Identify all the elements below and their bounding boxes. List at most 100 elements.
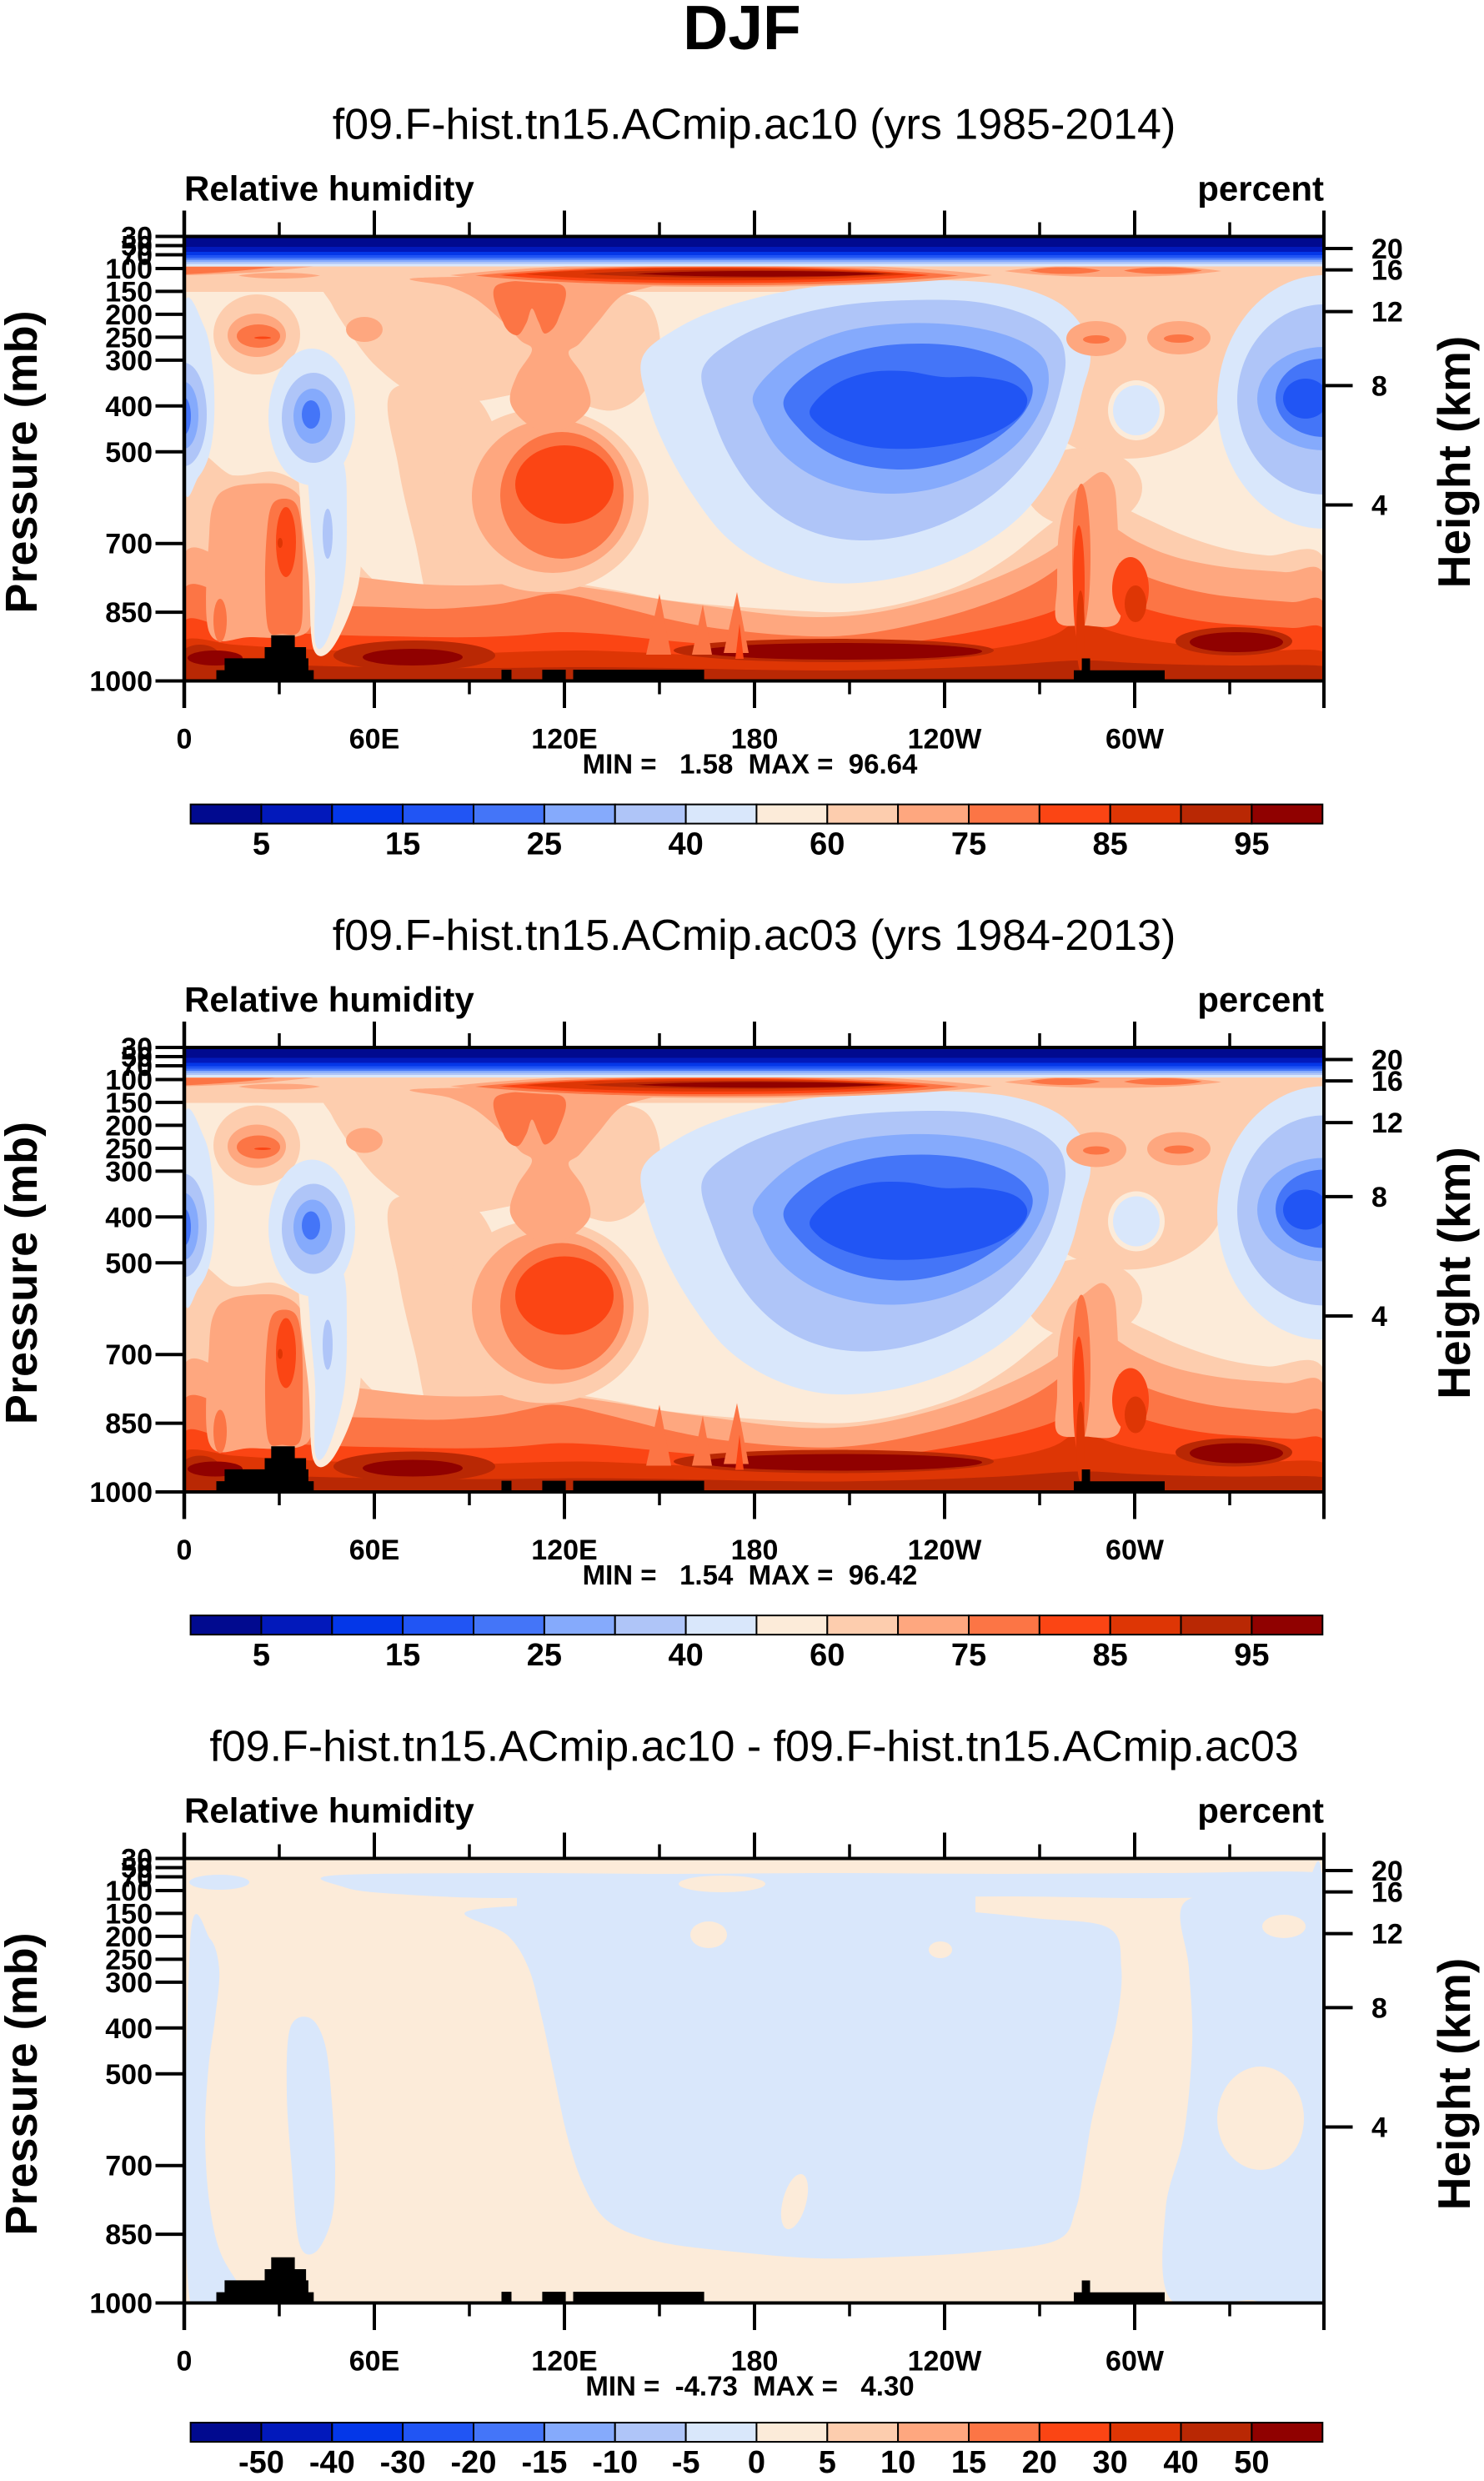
svg-text:40: 40 — [668, 827, 703, 862]
svg-text:-10: -10 — [592, 2445, 638, 2480]
svg-text:16: 16 — [1371, 1877, 1403, 1909]
svg-text:300: 300 — [105, 1156, 153, 1188]
svg-text:120W: 120W — [908, 1534, 983, 1566]
svg-text:16: 16 — [1371, 1066, 1403, 1097]
svg-text:60: 60 — [810, 827, 845, 862]
svg-text:30: 30 — [121, 1032, 153, 1064]
svg-text:180: 180 — [731, 2346, 779, 2378]
svg-text:200: 200 — [105, 1921, 153, 1953]
svg-text:0: 0 — [748, 2445, 765, 2480]
svg-text:25: 25 — [527, 827, 562, 862]
svg-text:-30: -30 — [380, 2445, 426, 2480]
svg-text:Pressure (mb): Pressure (mb) — [0, 1122, 47, 1424]
svg-text:60W: 60W — [1105, 1534, 1165, 1566]
svg-text:250: 250 — [105, 1944, 153, 1976]
svg-text:-15: -15 — [521, 2445, 567, 2480]
svg-text:f09.F-hist.tn15.ACmip.ac10 - f: f09.F-hist.tn15.ACmip.ac10 - f09.F-hist.… — [209, 1723, 1298, 1771]
svg-text:400: 400 — [105, 1202, 153, 1233]
svg-text:f09.F-hist.tn15.ACmip.ac10 (yr: f09.F-hist.tn15.ACmip.ac10 (yrs 1985-201… — [333, 101, 1176, 149]
svg-text:120E: 120E — [531, 1534, 597, 1566]
svg-text:50: 50 — [121, 1042, 153, 1073]
svg-text:40: 40 — [1163, 2445, 1198, 2480]
svg-text:25: 25 — [527, 1638, 562, 1673]
svg-text:5: 5 — [253, 827, 270, 862]
svg-text:15: 15 — [385, 1638, 420, 1673]
svg-text:15: 15 — [385, 827, 420, 862]
svg-text:0: 0 — [177, 724, 193, 756]
svg-text:70: 70 — [121, 240, 153, 272]
svg-text:20: 20 — [1371, 234, 1403, 265]
svg-text:MIN = 1.54 MAX = 96.42: MIN = 1.54 MAX = 96.42 — [583, 1559, 918, 1590]
svg-text:250: 250 — [105, 1133, 153, 1165]
svg-text:250: 250 — [105, 322, 153, 354]
svg-text:0: 0 — [177, 1534, 193, 1566]
svg-text:12: 12 — [1371, 297, 1403, 329]
svg-text:MIN = -4.73 MAX = 4.30: MIN = -4.73 MAX = 4.30 — [585, 2371, 914, 2402]
svg-text:60E: 60E — [349, 1534, 400, 1566]
svg-text:DJF: DJF — [683, 0, 801, 63]
svg-text:60W: 60W — [1105, 724, 1165, 756]
svg-text:120E: 120E — [531, 724, 597, 756]
svg-text:180: 180 — [731, 1534, 779, 1566]
svg-text:4: 4 — [1371, 2112, 1387, 2144]
svg-text:50: 50 — [121, 1853, 153, 1885]
svg-text:120W: 120W — [908, 724, 983, 756]
svg-text:850: 850 — [105, 2219, 153, 2251]
svg-text:percent: percent — [1197, 169, 1324, 208]
svg-text:85: 85 — [1093, 827, 1128, 862]
svg-text:8: 8 — [1371, 1992, 1387, 2024]
svg-text:1000: 1000 — [89, 1477, 153, 1509]
svg-text:Relative humidity: Relative humidity — [184, 1791, 474, 1831]
svg-text:60W: 60W — [1105, 2346, 1165, 2378]
svg-text:0: 0 — [177, 2346, 193, 2378]
svg-text:8: 8 — [1371, 370, 1387, 402]
svg-text:20: 20 — [1371, 1856, 1403, 1887]
svg-text:300: 300 — [105, 345, 153, 377]
svg-text:95: 95 — [1234, 827, 1269, 862]
svg-text:70: 70 — [121, 1862, 153, 1894]
svg-text:120W: 120W — [908, 2346, 983, 2378]
svg-text:-50: -50 — [238, 2445, 284, 2480]
svg-text:percent: percent — [1197, 980, 1324, 1019]
svg-text:f09.F-hist.tn15.ACmip.ac03 (yr: f09.F-hist.tn15.ACmip.ac03 (yrs 1984-201… — [333, 912, 1176, 960]
svg-text:200: 200 — [105, 299, 153, 331]
svg-text:30: 30 — [121, 1844, 153, 1876]
svg-text:percent: percent — [1197, 1791, 1324, 1831]
svg-text:16: 16 — [1371, 255, 1403, 287]
svg-text:75: 75 — [951, 1638, 986, 1673]
svg-text:5: 5 — [819, 2445, 836, 2480]
svg-text:70: 70 — [121, 1051, 153, 1082]
svg-text:500: 500 — [105, 1248, 153, 1279]
svg-text:12: 12 — [1371, 1919, 1403, 1951]
svg-text:850: 850 — [105, 597, 153, 629]
svg-text:Height (km): Height (km) — [1428, 1147, 1480, 1399]
svg-text:120E: 120E — [531, 2346, 597, 2378]
svg-text:200: 200 — [105, 1110, 153, 1142]
svg-text:300: 300 — [105, 1967, 153, 1999]
svg-text:150: 150 — [105, 276, 153, 308]
svg-text:700: 700 — [105, 529, 153, 560]
svg-text:100: 100 — [105, 1876, 153, 1907]
svg-text:-40: -40 — [309, 2445, 355, 2480]
svg-text:150: 150 — [105, 1898, 153, 1930]
svg-text:850: 850 — [105, 1409, 153, 1440]
svg-text:10: 10 — [880, 2445, 915, 2480]
svg-text:15: 15 — [951, 2445, 986, 2480]
svg-text:75: 75 — [951, 827, 986, 862]
svg-text:60: 60 — [810, 1638, 845, 1673]
svg-text:180: 180 — [731, 724, 779, 756]
svg-text:150: 150 — [105, 1087, 153, 1119]
svg-text:Pressure (mb): Pressure (mb) — [0, 310, 47, 613]
svg-text:95: 95 — [1234, 1638, 1269, 1673]
svg-text:4: 4 — [1371, 490, 1387, 522]
svg-text:12: 12 — [1371, 1107, 1403, 1139]
svg-text:50: 50 — [121, 231, 153, 263]
svg-text:8: 8 — [1371, 1182, 1387, 1213]
svg-text:1000: 1000 — [89, 666, 153, 698]
svg-text:400: 400 — [105, 391, 153, 423]
svg-text:1000: 1000 — [89, 2288, 153, 2320]
svg-text:100: 100 — [105, 1065, 153, 1097]
svg-text:Height (km): Height (km) — [1428, 336, 1480, 589]
svg-text:Height (km): Height (km) — [1428, 1958, 1480, 2211]
svg-text:Relative humidity: Relative humidity — [184, 169, 474, 208]
